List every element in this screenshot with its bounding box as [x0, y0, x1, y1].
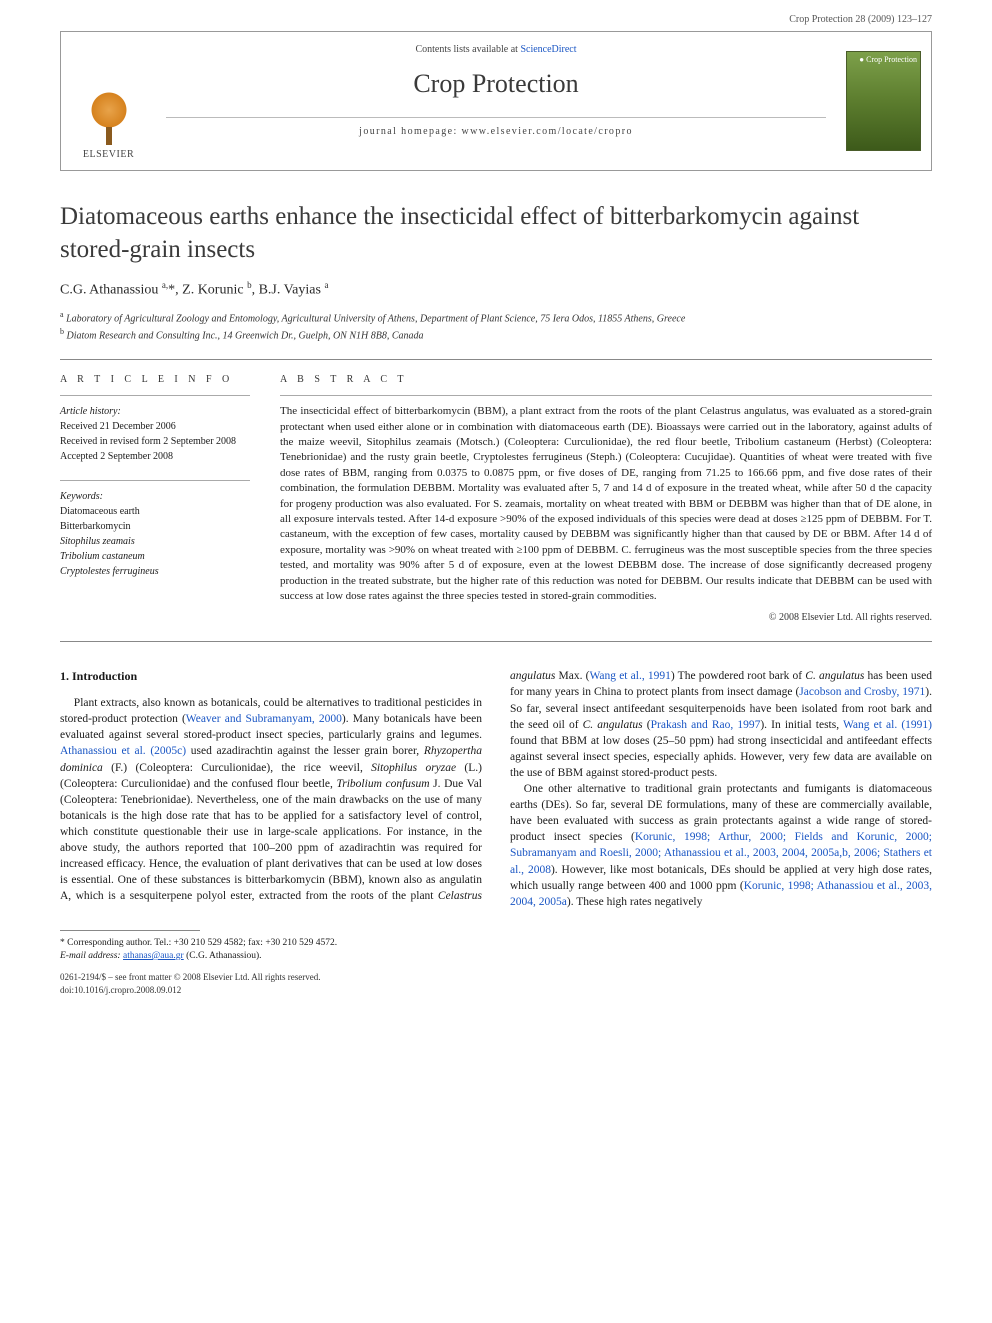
- abstract-text: The insecticidal effect of bitterbarkomy…: [280, 404, 932, 604]
- footnote-rule: [60, 930, 200, 931]
- history-revised: Received in revised form 2 September 200…: [60, 434, 250, 449]
- abstract-column: A B S T R A C T The insecticidal effect …: [280, 374, 932, 623]
- homepage-url: www.elsevier.com/locate/cropro: [462, 126, 633, 137]
- info-abstract-row: A R T I C L E I N F O Article history: R…: [60, 374, 932, 623]
- cover-thumb-area: ● Crop Protection: [836, 32, 931, 170]
- affiliation-b: Diatom Research and Consulting Inc., 14 …: [67, 330, 424, 341]
- email-line: E-mail address: athanas@aua.gr (C.G. Ath…: [60, 950, 470, 963]
- elsevier-logo: ELSEVIER: [74, 75, 144, 160]
- rule-top: [60, 359, 932, 360]
- body-columns: 1. Introduction Plant extracts, also kno…: [60, 668, 932, 909]
- citation-link[interactable]: Wang et al., 1991: [590, 670, 671, 682]
- abstract-copyright: © 2008 Elsevier Ltd. All rights reserved…: [280, 612, 932, 623]
- banner-center: Contents lists available at ScienceDirec…: [156, 32, 836, 170]
- citation-link[interactable]: Wang et al. (1991): [843, 719, 932, 731]
- history-accepted: Accepted 2 September 2008: [60, 449, 250, 464]
- keyword-item: Bitterbarkomycin: [60, 519, 250, 534]
- copyright-footer: 0261-2194/$ – see front matter © 2008 El…: [60, 971, 932, 996]
- journal-cover-thumbnail: ● Crop Protection: [846, 51, 921, 151]
- footnotes: * Corresponding author. Tel.: +30 210 52…: [60, 937, 470, 964]
- info-rule: [60, 395, 250, 396]
- publisher-logo-area: ELSEVIER: [61, 32, 156, 170]
- citation-link[interactable]: Jacobson and Crosby, 1971: [799, 686, 925, 698]
- keywords-label: Keywords:: [60, 489, 250, 504]
- history-label: Article history:: [60, 404, 250, 419]
- article-info-heading: A R T I C L E I N F O: [60, 374, 250, 385]
- journal-name: Crop Protection: [156, 69, 836, 99]
- rule-mid: [60, 641, 932, 642]
- section-1-heading: 1. Introduction: [60, 668, 482, 685]
- homepage-line: journal homepage: www.elsevier.com/locat…: [166, 117, 826, 137]
- citation-link[interactable]: Athanassiou et al. (2005c): [60, 745, 186, 757]
- running-header: Crop Protection 28 (2009) 123–127: [0, 0, 992, 31]
- elsevier-text: ELSEVIER: [83, 149, 134, 160]
- keyword-item: Sitophilus zeamais: [60, 534, 250, 549]
- header-right: Crop Protection 28 (2009) 123–127: [789, 14, 932, 25]
- keywords-block: Keywords: Diatomaceous earth Bitterbarko…: [60, 489, 250, 579]
- article-title: Diatomaceous earths enhance the insectic…: [60, 201, 932, 266]
- keyword-item: Cryptolestes ferrugineus: [60, 564, 250, 579]
- keyword-item: Diatomaceous earth: [60, 504, 250, 519]
- info-rule-2: [60, 480, 250, 481]
- front-matter-line: 0261-2194/$ – see front matter © 2008 El…: [60, 971, 932, 984]
- citation-link[interactable]: Prakash and Rao, 1997: [651, 719, 761, 731]
- journal-banner: ELSEVIER Contents lists available at Sci…: [60, 31, 932, 171]
- article-info-column: A R T I C L E I N F O Article history: R…: [60, 374, 250, 623]
- affiliations: a Laboratory of Agricultural Zoology and…: [60, 309, 932, 344]
- sciencedirect-link[interactable]: ScienceDirect: [520, 44, 576, 55]
- history-received: Received 21 December 2006: [60, 419, 250, 434]
- body-paragraph: One other alternative to traditional gra…: [510, 781, 932, 910]
- authors-line: C.G. Athanassiou a,*, Z. Korunic b, B.J.…: [60, 280, 932, 299]
- doi-line: doi:10.1016/j.cropro.2008.09.012: [60, 984, 932, 997]
- cover-label: ● Crop Protection: [850, 55, 917, 64]
- affiliation-a: Laboratory of Agricultural Zoology and E…: [66, 313, 685, 324]
- contents-line: Contents lists available at ScienceDirec…: [156, 44, 836, 55]
- author-email-link[interactable]: athanas@aua.gr: [123, 951, 184, 961]
- citation-link[interactable]: Weaver and Subramanyam, 2000: [186, 713, 342, 725]
- abstract-heading: A B S T R A C T: [280, 374, 932, 385]
- elsevier-tree-icon: [79, 89, 139, 149]
- abstract-rule: [280, 395, 932, 396]
- corresponding-author: * Corresponding author. Tel.: +30 210 52…: [60, 937, 470, 950]
- article-history: Article history: Received 21 December 20…: [60, 404, 250, 464]
- keyword-item: Tribolium castaneum: [60, 549, 250, 564]
